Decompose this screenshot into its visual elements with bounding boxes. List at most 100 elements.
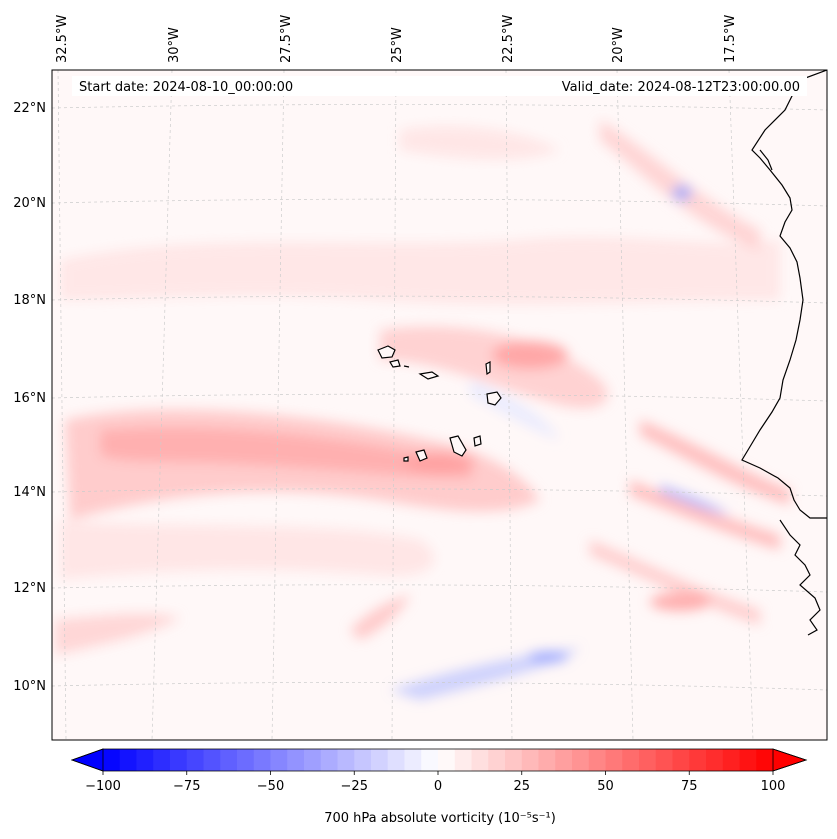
colorbar: −100 −75 −50 −25 0 25 50 75 100 700 hPa absolute…: [70, 748, 808, 826]
colorbar-bin: [237, 749, 255, 771]
lon-label: 20°W: [611, 27, 626, 63]
colorbar-tick-label: −75: [173, 779, 200, 794]
island-santiago: [449, 435, 467, 457]
colorbar-bin: [438, 749, 456, 771]
colorbar-bin: [337, 749, 355, 771]
vorticity-min-north-east: [672, 185, 692, 201]
colorbar-bin: [488, 749, 506, 771]
island-santa-luzia: [403, 365, 410, 368]
map-background: [52, 70, 827, 740]
colorbar-bin: [203, 749, 221, 771]
colorbar-bin: [689, 749, 707, 771]
colorbar-tick-label: −50: [257, 779, 284, 794]
colorbar-label: 700 hPa absolute vorticity (10⁻⁵s⁻¹): [324, 811, 556, 826]
colorbar-extend-min: [70, 748, 104, 772]
island-maio: [473, 435, 482, 447]
colorbar-bin: [572, 749, 590, 771]
colorbar-bin: [605, 749, 623, 771]
colorbar-tick-label: 25: [513, 779, 530, 794]
colorbar-bin: [320, 749, 339, 771]
colorbar-bin: [304, 749, 322, 771]
colorbar-bin: [756, 749, 774, 771]
lat-label: 14°N: [13, 485, 46, 500]
colorbar-ticks: −100 −75 −50 −25 0 25 50 75 100: [85, 771, 785, 794]
colorbar-bin: [186, 749, 205, 771]
vorticity-band-north: [60, 237, 780, 305]
colorbar-bin: [454, 749, 473, 771]
vorticity-streak-east-3: [590, 540, 760, 625]
colorbar-bin: [622, 749, 640, 771]
colorbar-bin: [119, 749, 138, 771]
vorticity-streak-east-2: [630, 480, 780, 550]
colorbar-tick-label: 100: [761, 779, 786, 794]
colorbar-extend-max: [772, 748, 808, 772]
colorbar-bin: [505, 749, 523, 771]
vorticity-streak-south-west: [350, 595, 410, 640]
vorticity-max-south-east: [650, 593, 710, 611]
africa-coastline: [741, 70, 827, 519]
graticule: [52, 70, 827, 740]
colorbar-bin: [220, 749, 238, 771]
colorbar-bin: [270, 749, 288, 771]
vorticity-min-east: [660, 485, 730, 515]
colorbar-bin: [153, 749, 171, 771]
colorbar-bin: [404, 749, 422, 771]
colorbar-bin: [739, 749, 757, 771]
colorbar-bin: [538, 749, 556, 771]
latitude-labels: 22°N 20°N 18°N 16°N 14°N 12°N 10°N: [13, 101, 46, 694]
colorbar-tick-label: 75: [681, 779, 698, 794]
island-sao-nicolau: [418, 371, 440, 380]
colorbar-bin: [253, 749, 272, 771]
island-brava: [403, 456, 409, 462]
vorticity-max-central: [492, 341, 568, 369]
vorticity-max-islands: [405, 452, 475, 472]
colorbar-tick-label: −100: [85, 779, 121, 794]
colorbar-bin: [371, 749, 389, 771]
colorbar-bin: [555, 749, 573, 771]
lon-label: 25°W: [390, 27, 405, 63]
longitude-labels: 32.5°W 30°W 27.5°W 25°W 22.5°W 20°W 17.5…: [55, 15, 738, 63]
lat-label: 20°N: [13, 196, 46, 211]
lat-label: 12°N: [13, 581, 46, 596]
colorbar-bin: [387, 749, 406, 771]
colorbar-bin: [287, 749, 305, 771]
lon-label: 27.5°W: [279, 15, 294, 63]
colorbar-tick-label: 50: [597, 779, 614, 794]
colorbar-bin: [639, 749, 657, 771]
lat-label: 18°N: [13, 293, 46, 308]
island-boa-vista: [486, 391, 502, 406]
colorbar-bin: [136, 749, 154, 771]
colorbar-bin: [471, 749, 489, 771]
coastline: [741, 70, 827, 636]
vorticity-streak-north: [400, 126, 560, 160]
colorbar-tick-label: 0: [434, 779, 442, 794]
colorbar-bins: [103, 749, 774, 771]
colorbar-bin: [354, 749, 372, 771]
map-frame: [51, 69, 828, 741]
vorticity-band-lower: [60, 520, 435, 580]
island-fogo: [415, 449, 428, 462]
colorbar-tick-label: −25: [341, 779, 368, 794]
vorticity-field: [55, 120, 790, 700]
colorbar-bin: [103, 749, 121, 771]
island-santo-antao: [377, 345, 396, 359]
vorticity-min-south: [390, 648, 580, 700]
colorbar-bin: [521, 749, 540, 771]
colorbar-bin: [421, 749, 439, 771]
start-date-label: Start date: 2024-08-10_00:00:00: [79, 80, 293, 95]
vorticity-band-main-core: [100, 426, 474, 479]
lon-label: 32.5°W: [55, 15, 70, 63]
island-sal: [485, 361, 491, 376]
lat-label: 10°N: [13, 679, 46, 694]
cape-verde-islands: [377, 345, 502, 462]
colorbar-bin: [722, 749, 741, 771]
colorbar-bin: [706, 749, 724, 771]
lat-label: 16°N: [13, 391, 46, 406]
island-sao-vicente: [389, 359, 401, 368]
colorbar-bin: [170, 749, 188, 771]
colorbar-bin: [672, 749, 690, 771]
vorticity-band-west-edge: [55, 613, 180, 655]
colorbar-bin: [588, 749, 607, 771]
lat-label: 22°N: [13, 101, 46, 116]
